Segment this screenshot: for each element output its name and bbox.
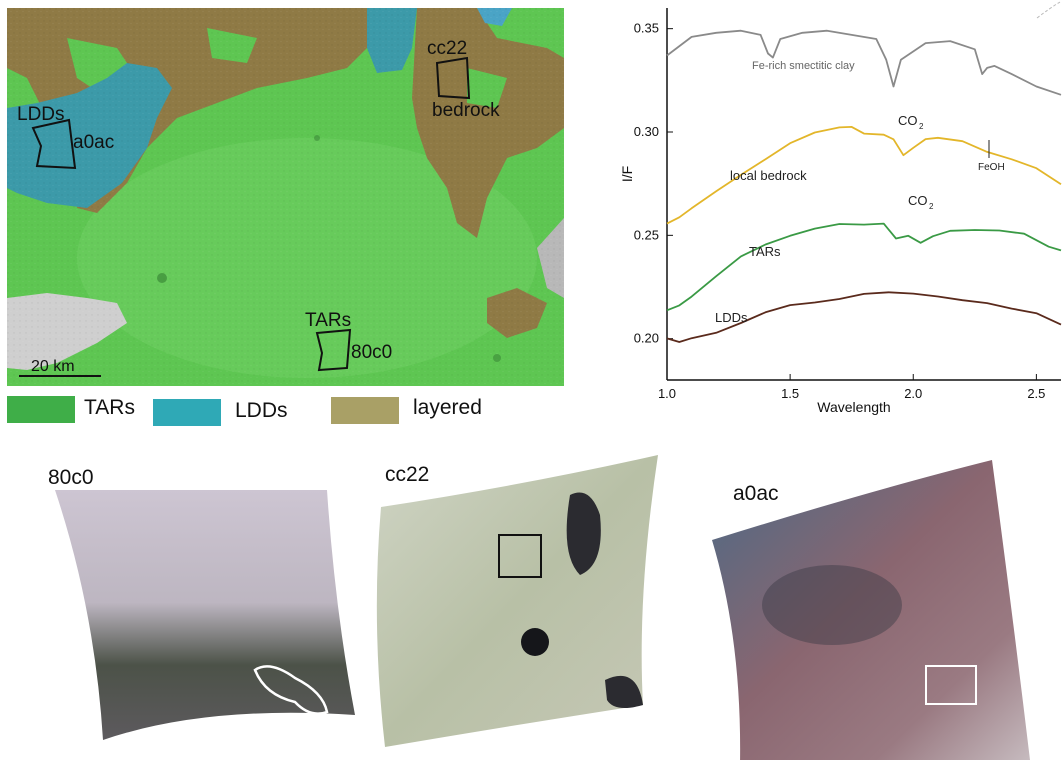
x-tick-label: 2.5 <box>1027 386 1045 401</box>
series-line-fe-rich-smectitic-clay <box>666 29 1062 96</box>
thumb-label-a0ac: a0ac <box>733 482 779 505</box>
y-axis-label: I/F <box>619 166 635 182</box>
corner-mark <box>1036 1 1061 19</box>
map-label-a0ac: a0ac <box>73 132 114 153</box>
series-line-tars <box>666 222 1062 312</box>
series-line-ldds <box>666 291 1062 343</box>
thumbnail-cc22 <box>376 455 658 747</box>
svg-text:2: 2 <box>919 122 924 131</box>
footprint-a0ac <box>31 118 77 170</box>
map-label-ldds: LDDs <box>17 104 65 125</box>
annotation-ldds: LDDs <box>715 310 748 325</box>
legend-label-ldds: LDDs <box>235 399 288 422</box>
annotation-co2-upper: CO 2 <box>898 113 924 131</box>
x-tick-label: 1.0 <box>658 386 676 401</box>
y-tick-label: 0.35 <box>634 21 659 36</box>
map-label-cc22: cc22 <box>427 38 467 59</box>
series-line-local-bedrock <box>666 126 1062 225</box>
thumbnail-80c0 <box>55 490 355 740</box>
svg-text:CO: CO <box>898 113 918 128</box>
x-axis-label: Wavelength <box>817 399 890 415</box>
annotation-bedrock: local bedrock <box>730 168 807 183</box>
map-label-bedrock: bedrock <box>432 100 500 121</box>
map-legend: TARs LDDs layered <box>0 390 560 430</box>
svg-text:2: 2 <box>929 202 934 211</box>
y-tick-label: 0.25 <box>634 227 659 242</box>
x-tick-label: 2.0 <box>904 386 922 401</box>
footprint-80c0 <box>315 328 352 372</box>
annotation-feoh: FeOH <box>978 162 1005 173</box>
thumbnail-a0ac <box>712 460 1030 760</box>
legend-swatch-layered <box>331 397 399 424</box>
footprint-cc22 <box>435 56 471 100</box>
annotation-co2-lower: CO 2 <box>908 193 934 211</box>
y-tick-label: 0.20 <box>634 331 659 346</box>
scale-bar-label: 20 km <box>31 358 75 375</box>
legend-swatch-tars <box>7 396 75 423</box>
geologic-map: LDDs a0ac cc22 bedrock TARs 80c0 20 km <box>7 8 564 386</box>
thumb-label-cc22: cc22 <box>385 463 430 486</box>
x-tick-label: 1.5 <box>781 386 799 401</box>
annotation-tars: TARs <box>749 244 781 259</box>
thumb-label-80c0: 80c0 <box>48 466 94 489</box>
legend-label-tars: TARs <box>84 396 135 419</box>
map-label-80c0: 80c0 <box>351 342 392 363</box>
y-tick-label: 0.30 <box>634 124 659 139</box>
svg-text:CO: CO <box>908 193 928 208</box>
annotation-clay: Fe-rich smectitic clay <box>752 60 855 72</box>
legend-label-layered: layered <box>413 396 482 419</box>
legend-swatch-ldds <box>153 399 221 426</box>
spectra-chart: 0.20 0.25 0.30 0.35 1.0 1.5 2.0 2.5 Wavelength I/… <box>619 1 1062 415</box>
map-label-tars: TARs <box>305 310 351 331</box>
